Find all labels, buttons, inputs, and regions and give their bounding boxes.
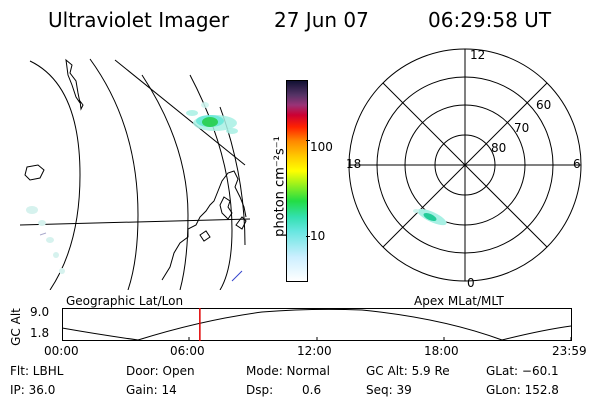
colorbar [286, 80, 308, 282]
colorbar-unit-label: photon cm⁻²s⁻¹ [272, 136, 288, 237]
lat-label-60: 60 [536, 98, 551, 112]
instrument-title: Ultraviolet Imager [48, 8, 230, 32]
polar-plot: 12 18 6 0 60 70 80 [346, 48, 582, 290]
mlt-label-18: 18 [346, 157, 361, 171]
mlt-label-12: 12 [470, 48, 485, 62]
apex-label: Apex MLat/MLT [414, 294, 504, 308]
latitude-arc [89, 58, 139, 290]
geographic-label: Geographic Lat/Lon [66, 294, 184, 308]
coastline [199, 230, 211, 242]
colorbar-tick-100: 100 [310, 140, 333, 154]
meridian-line [20, 218, 250, 226]
observation-date: 27 Jun 07 [274, 8, 369, 32]
info-glon: GLon: 152.8 [486, 383, 559, 397]
colorbar-tick-10: 10 [310, 229, 326, 243]
coastline [39, 232, 47, 236]
info-gain: Gain: 14 [126, 383, 177, 397]
info-dsp-value: 0.6 [302, 383, 322, 397]
coastline [79, 99, 84, 111]
latitude-arc [29, 60, 81, 290]
faint-emission [26, 206, 65, 274]
time-tick-0: 00:00 [44, 344, 79, 358]
mlt-label-0: 0 [467, 276, 475, 290]
info-mode: Mode: Normal [246, 364, 330, 378]
info-door: Door: Open [126, 364, 195, 378]
coastline [219, 196, 233, 220]
info-seq: Seq: 39 [366, 383, 412, 397]
coastline [231, 270, 243, 282]
info-gc-alt: GC Alt: 5.9 Re [366, 364, 450, 378]
info-glat: GLat: −60.1 [486, 364, 559, 378]
altitude-ylabel: GC Alt [9, 308, 23, 346]
coastline [24, 164, 45, 181]
time-tick-end: 23:59 [552, 344, 587, 358]
info-dsp-label: Dsp: [246, 383, 274, 397]
time-tick-12: 12:00 [297, 344, 332, 358]
altitude-ytick-min: 1.8 [30, 326, 50, 340]
lat-label-80: 80 [491, 141, 506, 155]
lat-label-70: 70 [514, 121, 529, 135]
colorbar-tick-mark [306, 236, 310, 237]
colorbar-tick-mark [306, 140, 310, 141]
mlt-label-6: 6 [573, 157, 581, 171]
coastline [235, 216, 247, 230]
info-ip: IP: 36.0 [10, 383, 56, 397]
coastline [65, 58, 81, 104]
info-filter: Flt: LBHL [10, 364, 64, 378]
coastline [161, 170, 247, 281]
mlt-meridian [382, 82, 548, 248]
altitude-ytick-max: 9.0 [30, 305, 50, 319]
observation-time: 06:29:58 UT [428, 8, 552, 32]
meridian-line [114, 59, 246, 166]
altitude-plot [62, 308, 572, 341]
altitude-curve [62, 308, 572, 341]
aurora-emission [186, 102, 238, 134]
time-tick-18: 18:00 [424, 344, 459, 358]
time-tick-6: 06:00 [170, 344, 205, 358]
geographic-map [20, 58, 250, 290]
latitude-arc [141, 74, 189, 290]
aurora-emission-polar [413, 208, 447, 226]
latitude-arc [189, 74, 233, 290]
